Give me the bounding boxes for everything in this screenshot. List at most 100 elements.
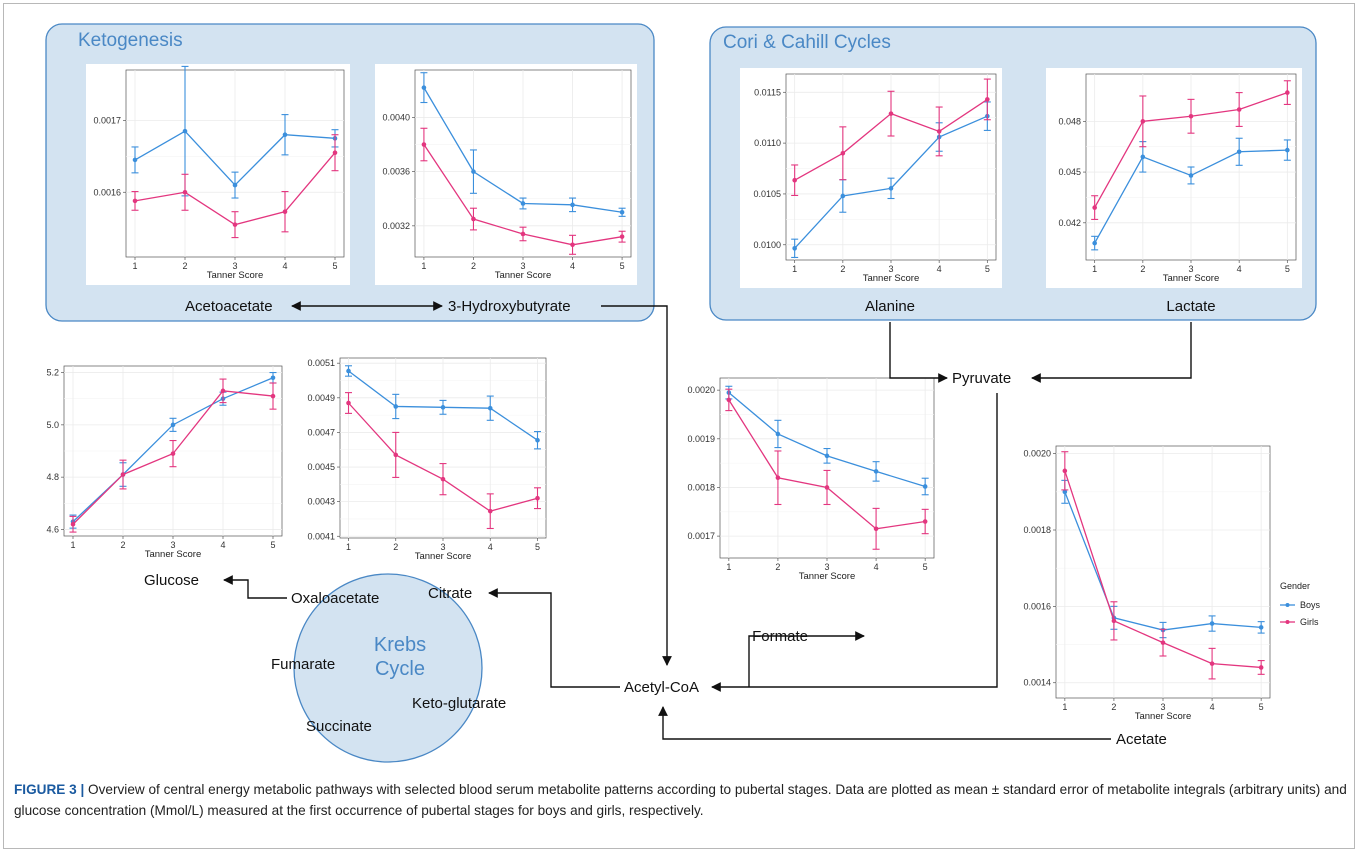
x-tick-label: 4 — [874, 562, 879, 572]
arrow-oxaloacetate-glucose — [223, 575, 287, 599]
pathway-arrows — [223, 301, 1192, 740]
legend-title: Gender — [1280, 581, 1310, 591]
x-tick-label: 4 — [220, 540, 225, 550]
chart-citrate: 0.0041 0.0043 0.0045 0.0047 0.0049 0.0051 1 2 3 4… — [296, 352, 552, 564]
data-point — [1258, 665, 1264, 670]
data-point — [70, 521, 76, 527]
y-tick-label: 0.0043 — [307, 497, 335, 507]
data-point — [570, 202, 575, 208]
x-tick-label: 3 — [232, 261, 237, 271]
data-point — [220, 388, 226, 394]
data-point — [1236, 149, 1242, 155]
data-point — [170, 422, 176, 428]
data-point — [282, 132, 288, 138]
arrow-pyruvate-acetylcoa — [711, 393, 998, 692]
x-axis-label: Tanner Score — [1163, 273, 1220, 284]
y-tick-label: 0.0115 — [754, 87, 781, 97]
data-point — [393, 404, 399, 409]
data-point — [232, 222, 238, 227]
data-point — [132, 198, 138, 204]
series-girls — [725, 388, 929, 550]
label-lactate: Lactate — [1166, 298, 1215, 315]
data-point — [487, 405, 493, 411]
data-point — [1062, 489, 1068, 495]
data-point — [270, 393, 276, 399]
data-point — [1236, 107, 1242, 112]
label-alanine: Alanine — [865, 298, 915, 315]
x-axis-label: Tanner Score — [145, 549, 202, 560]
series-girls — [345, 392, 541, 530]
x-tick-label: 2 — [1111, 702, 1116, 712]
x-axis-label: Tanner Score — [415, 551, 472, 562]
legend-girls-label: Girls — [1300, 617, 1319, 627]
y-tick-label: 0.0110 — [754, 138, 781, 148]
series-girls — [69, 378, 277, 533]
y-tick-label: 0.0051 — [307, 358, 335, 368]
data-point — [1258, 625, 1264, 630]
x-tick-label: 1 — [1092, 264, 1097, 274]
y-tick-label: 0.0014 — [1023, 678, 1051, 688]
label-glucose: Glucose — [144, 572, 199, 589]
chart-hydroxybutyrate: 0.0032 0.0036 0.0040 1 2 3 4 5 Tanner Score — [375, 64, 637, 285]
y-tick-label: 5.0 — [46, 420, 59, 430]
data-point — [1062, 468, 1068, 474]
figure-caption: FIGURE 3 | Overview of central energy me… — [14, 779, 1348, 821]
data-point — [1160, 640, 1166, 645]
data-point — [1285, 90, 1290, 95]
gender-legend: Gender Boys Girls — [1280, 581, 1321, 627]
caption-label: FIGURE 3 | — [14, 782, 85, 797]
y-tick-label: 0.0018 — [1023, 525, 1051, 535]
x-tick-label: 2 — [393, 542, 398, 552]
y-tick-label: 0.0018 — [687, 482, 715, 492]
series-girls — [1061, 451, 1265, 680]
x-axis-label: Tanner Score — [799, 571, 856, 582]
data-point — [520, 231, 526, 237]
series-boys — [1091, 137, 1291, 251]
x-tick-label: 1 — [726, 562, 731, 572]
y-tick-label: 4.8 — [46, 472, 59, 482]
x-tick-label: 5 — [270, 540, 275, 550]
label-acetyl-coa: Acetyl-CoA — [624, 679, 699, 696]
x-axis-label: Tanner Score — [495, 270, 552, 281]
x-tick-label: 3 — [1160, 702, 1165, 712]
krebs-cycle-title-2: Cycle — [375, 658, 425, 680]
x-tick-label: 1 — [792, 264, 797, 274]
data-point — [792, 246, 797, 251]
data-point — [726, 397, 732, 403]
series-girls — [791, 78, 991, 197]
x-tick-label: 4 — [1237, 264, 1242, 274]
data-point — [873, 526, 879, 532]
x-tick-label: 5 — [1259, 702, 1264, 712]
x-tick-label: 4 — [282, 261, 287, 271]
data-point — [1188, 113, 1194, 119]
data-point — [888, 186, 894, 191]
y-tick-label: 5.2 — [46, 368, 59, 378]
x-tick-label: 2 — [471, 261, 476, 271]
x-tick-label: 1 — [1062, 702, 1067, 712]
y-tick-label: 0.0047 — [307, 427, 335, 437]
y-tick-label: 0.0049 — [307, 393, 335, 403]
data-point — [922, 484, 928, 489]
label-pyruvate: Pyruvate — [952, 370, 1011, 387]
y-tick-label: 0.042 — [1058, 218, 1081, 228]
y-tick-label: 0.0036 — [382, 167, 410, 177]
data-point — [888, 111, 894, 116]
x-tick-label: 1 — [132, 261, 137, 271]
data-point — [535, 495, 540, 501]
x-axis-label: Tanner Score — [863, 273, 920, 284]
x-tick-label: 5 — [923, 562, 928, 572]
data-point — [421, 142, 427, 147]
y-tick-label: 0.0017 — [93, 115, 121, 125]
x-tick-label: 5 — [1285, 264, 1290, 274]
data-point — [775, 431, 781, 437]
data-point — [332, 150, 338, 156]
chart-formate: 0.0017 0.0018 0.0019 0.0020 1 2 3 4 5 Tanner Scor… — [676, 372, 940, 584]
x-tick-label: 3 — [440, 542, 445, 552]
label-citrate: Citrate — [428, 585, 472, 602]
chart-acetate: 0.0014 0.0016 0.0018 0.0020 1 2 3 4 5 Tanner Scor… — [1012, 440, 1276, 724]
data-point — [421, 85, 427, 90]
cori-cahill-title: Cori & Cahill Cycles — [723, 32, 891, 53]
x-tick-label: 2 — [1140, 264, 1145, 274]
data-point — [232, 182, 238, 188]
